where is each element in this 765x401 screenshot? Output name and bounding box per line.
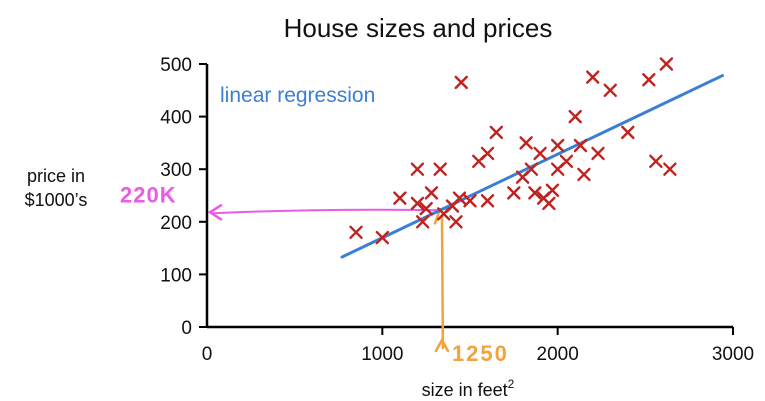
data-point xyxy=(349,225,363,240)
data-point xyxy=(533,146,547,161)
x-axis-label-text: size in feet xyxy=(422,380,508,400)
input-size-arrowhead xyxy=(434,337,450,353)
data-point xyxy=(433,162,447,176)
data-point xyxy=(577,167,591,182)
input-size-annotation: 1250 xyxy=(452,341,509,366)
data-point xyxy=(452,191,467,205)
chart-title: House sizes and prices xyxy=(284,13,553,43)
data-point xyxy=(603,83,617,97)
data-point xyxy=(663,162,677,176)
predicted-price-guide xyxy=(212,208,440,215)
data-point xyxy=(519,136,533,150)
y-tick-label: 100 xyxy=(160,265,192,286)
x-tick-label: 1000 xyxy=(361,344,403,365)
y-axis-label-line-2: $1000’s xyxy=(25,190,88,210)
data-point xyxy=(559,154,574,169)
data-point xyxy=(586,70,600,84)
x-axis-label: size in feet2 xyxy=(422,377,515,400)
data-point xyxy=(507,186,521,200)
data-point xyxy=(591,146,605,161)
data-point xyxy=(542,196,556,211)
data-point xyxy=(659,57,674,71)
data-point xyxy=(480,146,495,161)
data-point xyxy=(528,186,542,200)
data-point xyxy=(410,196,425,211)
predicted-price-arrowhead xyxy=(207,204,223,221)
axes xyxy=(205,64,733,329)
data-point xyxy=(415,215,430,229)
data-point xyxy=(449,215,463,229)
data-point xyxy=(573,138,588,153)
data-point xyxy=(550,138,565,153)
x-axis-label-superscript: 2 xyxy=(508,377,515,391)
y-tick-label: 0 xyxy=(181,318,192,339)
data-point xyxy=(545,183,560,197)
data-point xyxy=(489,125,503,140)
data-point xyxy=(410,162,425,176)
y-tick-label: 500 xyxy=(160,55,192,76)
y-tick-label: 300 xyxy=(160,160,192,181)
regression-line-label: linear regression xyxy=(220,84,375,107)
tick-labels: 0 100 200 300 400 500 0 1000 2000 3000 xyxy=(160,55,754,365)
regression-line xyxy=(340,74,724,259)
input-size-guide xyxy=(440,215,445,350)
data-point xyxy=(375,230,390,245)
data-point xyxy=(621,125,635,140)
predicted-price-annotation: 220K xyxy=(120,182,177,207)
data-point xyxy=(568,109,582,124)
data-point xyxy=(524,162,539,176)
data-point xyxy=(454,75,468,90)
x-tick-label: 2000 xyxy=(537,344,579,365)
handwritten-annotations: 220K 1250 xyxy=(120,182,509,366)
data-point xyxy=(463,194,477,208)
data-point xyxy=(642,73,656,87)
data-points xyxy=(349,57,677,245)
y-axis-label-line-1: price in xyxy=(27,166,85,186)
data-point xyxy=(419,201,433,216)
data-point xyxy=(480,194,495,208)
y-tick-label: 400 xyxy=(160,108,192,129)
regression-line-group xyxy=(340,74,724,259)
data-point xyxy=(649,154,663,169)
data-point xyxy=(393,191,407,205)
x-tick-label: 0 xyxy=(202,344,213,365)
x-tick-label: 3000 xyxy=(712,344,754,365)
y-tick-label: 200 xyxy=(160,213,192,234)
data-point xyxy=(424,186,439,200)
tick-marks xyxy=(199,63,734,335)
